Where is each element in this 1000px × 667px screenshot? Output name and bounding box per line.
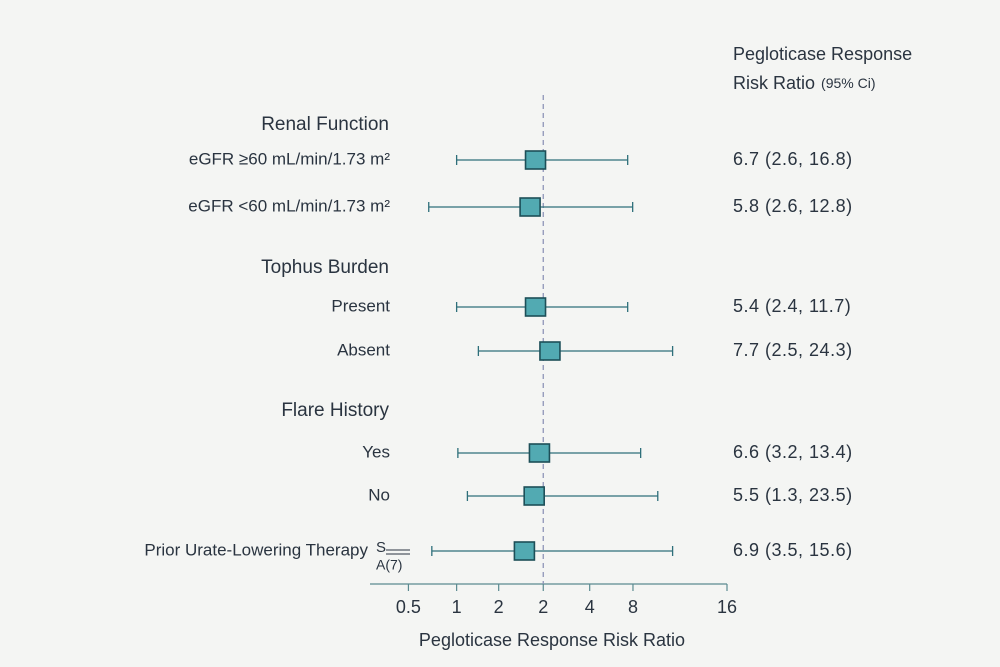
- group-header: Renal Function: [261, 114, 389, 135]
- column-title: Pegloticase Response: [733, 44, 912, 64]
- row-label: eGFR ≥60 mL/min/1.73 m²: [189, 149, 390, 168]
- x-axis-label: Pegloticase Response Risk Ratio: [419, 630, 685, 650]
- estimate-marker: [524, 150, 547, 170]
- ci-text: 6.7 (2.6, 16.8): [733, 149, 853, 169]
- row-note: A(7): [376, 557, 402, 573]
- ci-text: 5.5 (1.3, 23.5): [733, 485, 853, 505]
- x-tick-label: 8: [628, 597, 638, 617]
- row-label: Yes: [362, 442, 390, 461]
- x-tick-label: 0.5: [396, 597, 421, 617]
- x-tick-label: 2: [494, 597, 504, 617]
- estimate-marker: [524, 297, 547, 317]
- ci-text: 5.8 (2.6, 12.8): [733, 196, 853, 216]
- row-note: S: [376, 539, 386, 556]
- estimate-marker: [519, 197, 541, 217]
- row-label: No: [368, 485, 390, 504]
- ci-text: 6.6 (3.2, 13.4): [733, 442, 853, 462]
- group-header: Tophus Burden: [261, 257, 389, 278]
- ci-text: 6.9 (3.5, 15.6): [733, 540, 853, 560]
- estimate-marker: [528, 443, 551, 463]
- column-title-main: Risk Ratio: [733, 73, 815, 93]
- ci-text: 7.7 (2.5, 24.3): [733, 340, 853, 360]
- estimate-marker: [523, 486, 545, 506]
- column-title: Risk Ratio (95% Ci): [733, 73, 876, 93]
- row-label: Absent: [337, 340, 390, 359]
- x-tick-label: 1: [452, 597, 462, 617]
- column-title-note: (95% Ci): [821, 75, 875, 91]
- ci-text: 5.4 (2.4, 11.7): [733, 296, 851, 316]
- row-label: eGFR <60 mL/min/1.73 m²: [188, 196, 390, 215]
- estimate-marker: [539, 341, 561, 361]
- estimate-marker: [513, 541, 536, 561]
- group-header: Flare History: [281, 400, 389, 421]
- row-label: Present: [331, 296, 390, 315]
- x-tick-label: 16: [717, 597, 737, 617]
- x-tick-label: 4: [585, 597, 595, 617]
- row-label: Prior Urate-Lowering Therapy: [144, 540, 368, 559]
- x-tick-label: 2: [538, 597, 548, 617]
